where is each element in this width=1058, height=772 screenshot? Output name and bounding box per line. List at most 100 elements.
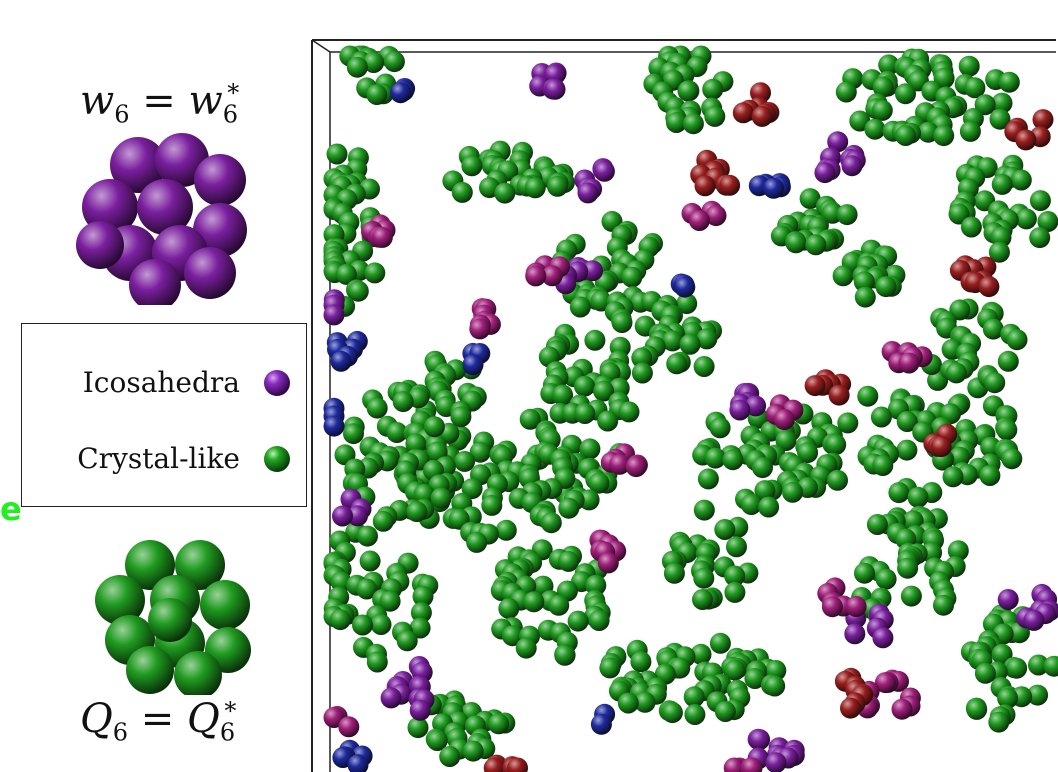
- purple-sphere: [193, 203, 247, 257]
- green-atom: [933, 125, 955, 147]
- green-atom: [383, 51, 405, 73]
- green-atom: [386, 422, 408, 443]
- green-atom: [524, 177, 546, 199]
- green-atom: [1028, 654, 1049, 676]
- green-atom: [364, 262, 386, 284]
- w6-formula-label: w6 = w6*: [80, 78, 240, 129]
- green-atom: [942, 466, 964, 488]
- red-atom: [507, 757, 528, 772]
- green-atom: [552, 384, 574, 406]
- green-atom: [754, 480, 776, 502]
- purple-atom: [729, 399, 751, 421]
- green-atom: [870, 406, 892, 428]
- green-atom: [1010, 169, 1032, 191]
- green-atom: [1006, 329, 1028, 351]
- green-atom: [947, 540, 969, 562]
- purple-sphere: [82, 179, 138, 235]
- magenta-atom: [874, 672, 896, 694]
- green-atom: [907, 486, 929, 508]
- green-atom: [875, 568, 897, 590]
- green-atom: [495, 519, 517, 541]
- green-sphere: [148, 598, 192, 642]
- magenta-atom: [773, 409, 795, 431]
- magenta-atom: [705, 205, 727, 227]
- green-atom: [782, 481, 804, 503]
- green-atom: [682, 113, 704, 135]
- green-sphere: [125, 540, 175, 590]
- magenta-atom: [541, 265, 563, 287]
- green-atom: [966, 698, 988, 720]
- green-atom: [752, 457, 773, 479]
- green-atom: [567, 610, 589, 632]
- green-atom: [997, 687, 1019, 709]
- purple-sphere: [137, 179, 193, 235]
- green-atom: [558, 550, 579, 572]
- red-atom: [483, 757, 505, 772]
- green-atom: [945, 362, 967, 384]
- green-atom: [439, 746, 461, 767]
- red-atom: [751, 105, 773, 127]
- green-atom: [724, 581, 746, 603]
- red-atom: [732, 102, 754, 124]
- green-atom: [558, 497, 580, 519]
- red-atom: [1015, 129, 1037, 151]
- green-atom: [554, 644, 576, 666]
- green-atom: [871, 99, 893, 121]
- green-atom: [346, 56, 368, 78]
- simulation-box-render: [311, 39, 1058, 772]
- green-atom: [1027, 684, 1049, 706]
- purple-atom: [844, 623, 866, 645]
- green-atom: [702, 78, 724, 100]
- green-atom: [989, 108, 1011, 130]
- blue-atom: [674, 276, 696, 298]
- green-atom: [663, 562, 685, 584]
- green-atom: [617, 692, 639, 714]
- green-atom: [878, 54, 900, 76]
- magenta-atom: [525, 265, 547, 287]
- green-atom: [347, 280, 369, 302]
- green-atom: [684, 704, 706, 725]
- green-atom: [964, 77, 986, 99]
- red-atom: [804, 375, 826, 397]
- green-atom: [662, 330, 683, 352]
- green-atom: [974, 94, 996, 116]
- green-atom: [696, 328, 718, 350]
- red-atom: [978, 276, 1000, 298]
- green-atom: [895, 125, 917, 146]
- green-atom: [370, 614, 392, 635]
- green-atom: [888, 482, 910, 504]
- green-atom: [630, 651, 652, 673]
- green-atom: [1037, 211, 1058, 232]
- red-atom: [719, 174, 741, 196]
- green-atom: [704, 447, 726, 469]
- magenta-atom: [338, 716, 360, 738]
- green-atom: [413, 483, 435, 505]
- blue-atom: [763, 177, 785, 199]
- purple-atom: [544, 78, 566, 100]
- green-atom: [933, 594, 954, 616]
- green-atom: [481, 494, 503, 516]
- purple-atom: [593, 160, 615, 182]
- magenta-atom: [741, 757, 763, 772]
- purple-atom: [827, 131, 849, 153]
- green-atom: [959, 120, 981, 142]
- green-atom: [392, 391, 414, 413]
- green-atom: [574, 403, 596, 424]
- green-atom: [631, 347, 653, 369]
- green-atom: [450, 406, 472, 428]
- green-atom: [666, 353, 688, 375]
- green-atom: [335, 263, 357, 285]
- green-atom: [948, 203, 970, 225]
- magenta-atom: [625, 456, 647, 478]
- green-atom: [900, 585, 922, 607]
- purple-atom: [1023, 609, 1045, 631]
- clipped-text-fragment: e: [0, 490, 22, 528]
- green-atom: [498, 598, 520, 619]
- purple-sphere: [194, 154, 246, 206]
- green-atom: [488, 713, 510, 735]
- green-atom: [960, 216, 982, 238]
- green-atom: [991, 92, 1013, 114]
- green-atom: [875, 276, 897, 298]
- green-atom: [854, 286, 876, 308]
